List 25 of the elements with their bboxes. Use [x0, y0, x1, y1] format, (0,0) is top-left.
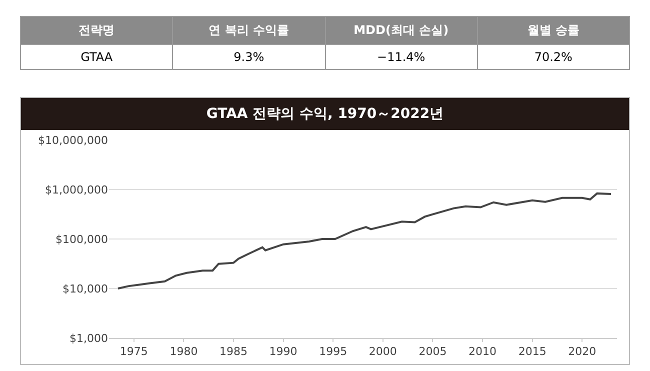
text: 연 복리 수익률 [172, 16, 325, 44]
line-series [116, 192, 612, 290]
text: −11.4% [325, 44, 478, 70]
x-tick-label: 1980 [170, 345, 198, 358]
text: 70.2% [477, 44, 630, 70]
y-tick-label: $10,000,000 [38, 134, 108, 147]
chart-title: GTAA 전략의 수익, 1970～2022년 [21, 98, 629, 130]
text: 월별 승률 [477, 16, 630, 44]
y-tick-label: $10,000 [62, 282, 108, 296]
x-tick-label: 2005 [418, 345, 447, 358]
x-tick-label: 1995 [319, 345, 348, 358]
text: MDD(최대 손실) [325, 16, 478, 44]
x-tick-label: 2000 [368, 345, 397, 358]
x-tick-label: 1985 [220, 345, 248, 358]
text: 9.3% [172, 44, 325, 70]
x-tick-label: 2010 [468, 345, 497, 358]
x-tick-label: 1975 [120, 345, 148, 358]
y-tick-label: $1,000 [70, 332, 108, 345]
x-tick-label: 2015 [518, 345, 546, 358]
y-tick-label: $100,000 [56, 232, 108, 246]
text: 전략명 [20, 16, 173, 44]
x-tick-label: 1990 [269, 345, 298, 358]
text: GTAA [20, 44, 173, 70]
y-tick-label: $1,000,000 [45, 183, 108, 196]
x-tick-label: 2020 [568, 345, 596, 358]
